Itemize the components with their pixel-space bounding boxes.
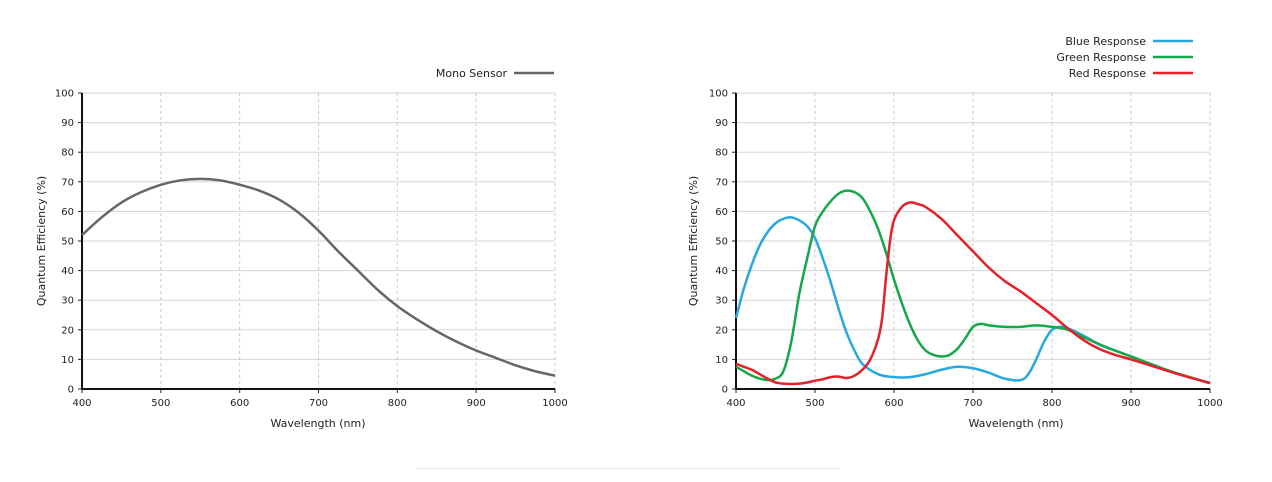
y-tick-label: 60 bbox=[61, 207, 74, 218]
y-tick-label: 90 bbox=[61, 118, 74, 129]
legend-label-red-response: Red Response bbox=[1069, 67, 1146, 80]
legend-label-blue-response: Blue Response bbox=[1065, 35, 1146, 48]
y-tick-label: 50 bbox=[61, 237, 74, 248]
x-tick-label: 600 bbox=[230, 398, 249, 409]
x-tick-label: 600 bbox=[884, 398, 903, 409]
y-tick-label: 30 bbox=[715, 296, 728, 307]
x-tick-label: 400 bbox=[726, 398, 745, 409]
y-tick-label: 40 bbox=[61, 266, 74, 277]
x-tick-label: 1000 bbox=[1197, 398, 1222, 409]
x-tick-label: 500 bbox=[151, 398, 170, 409]
y-tick-label: 50 bbox=[715, 237, 728, 248]
chart-0-ylabel: Quantum Efficiency (%) bbox=[35, 176, 48, 306]
y-tick-label: 20 bbox=[715, 325, 728, 336]
y-tick-label: 90 bbox=[715, 118, 728, 129]
x-tick-label: 700 bbox=[309, 398, 328, 409]
x-tick-label: 400 bbox=[72, 398, 91, 409]
red-response-line bbox=[735, 201, 1211, 386]
y-tick-label: 100 bbox=[55, 89, 74, 100]
y-tick-label: 70 bbox=[61, 177, 74, 188]
rgb-response-chart: Wavelength (nm) Quantum Efficiency (%) 0… bbox=[687, 35, 1223, 430]
y-tick-label: 10 bbox=[61, 355, 74, 366]
chart-1-xlabel: Wavelength (nm) bbox=[968, 417, 1063, 430]
y-tick-label: 20 bbox=[61, 325, 74, 336]
y-tick-label: 30 bbox=[61, 296, 74, 307]
blue-response-line bbox=[734, 216, 1211, 385]
y-tick-label: 60 bbox=[715, 207, 728, 218]
x-tick-label: 900 bbox=[1121, 398, 1140, 409]
y-tick-label: 40 bbox=[715, 266, 728, 277]
y-tick-label: 100 bbox=[709, 89, 728, 100]
bottom-divider bbox=[416, 468, 840, 469]
x-tick-label: 500 bbox=[805, 398, 824, 409]
green-response-line bbox=[735, 189, 1211, 385]
legend-label-mono-sensor: Mono Sensor bbox=[436, 67, 508, 80]
x-tick-label: 700 bbox=[963, 398, 982, 409]
y-tick-label: 70 bbox=[715, 177, 728, 188]
y-tick-label: 0 bbox=[722, 385, 728, 396]
x-tick-label: 800 bbox=[388, 398, 407, 409]
y-tick-label: 10 bbox=[715, 355, 728, 366]
mono-sensor-line bbox=[81, 177, 556, 377]
x-tick-label: 900 bbox=[467, 398, 486, 409]
legend-label-green-response: Green Response bbox=[1056, 51, 1146, 64]
x-tick-label: 1000 bbox=[542, 398, 567, 409]
y-tick-label: 80 bbox=[61, 148, 74, 159]
x-tick-label: 800 bbox=[1042, 398, 1061, 409]
mono-sensor-chart: Wavelength (nm) Quantum Efficiency (%) 0… bbox=[35, 67, 568, 430]
chart-0-xlabel: Wavelength (nm) bbox=[270, 417, 365, 430]
chart-1-ylabel: Quantum Efficiency (%) bbox=[687, 176, 700, 306]
y-tick-label: 80 bbox=[715, 148, 728, 159]
y-tick-label: 0 bbox=[68, 385, 74, 396]
